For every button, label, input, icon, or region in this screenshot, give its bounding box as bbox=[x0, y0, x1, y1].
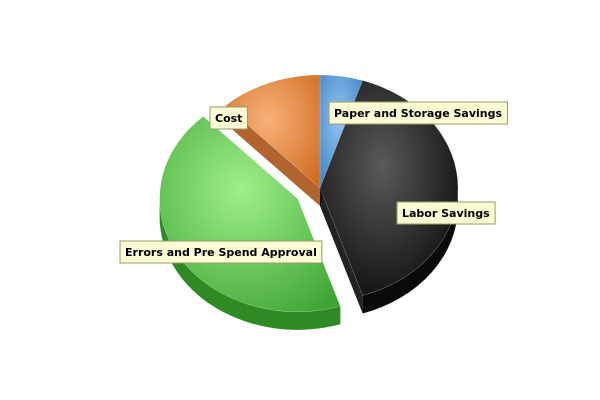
slice-paper-storage-label-text: Paper and Storage Savings bbox=[334, 107, 502, 120]
slice-cost-label: Cost bbox=[209, 106, 248, 130]
slice-labor[interactable] bbox=[319, 80, 459, 296]
slice-errors-label-text: Errors and Pre Spend Approval bbox=[125, 246, 317, 259]
slice-labor-side bbox=[362, 188, 458, 314]
slice-errors-label-box bbox=[119, 240, 323, 264]
slice-paper-storage-label-box bbox=[328, 101, 508, 125]
slice-labor-label-text: Labor Savings bbox=[402, 207, 490, 220]
slice-labor-label: Labor Savings bbox=[396, 201, 496, 225]
slice-paper-storage-label: Paper and Storage Savings bbox=[328, 101, 508, 125]
slice-cost[interactable] bbox=[225, 74, 321, 189]
slice-cost-label-text: Cost bbox=[215, 112, 242, 125]
slice-errors-side bbox=[159, 198, 341, 330]
slice-errors-label: Errors and Pre Spend Approval bbox=[119, 240, 323, 264]
slice-cost-label-box bbox=[209, 106, 248, 130]
slice-labor-label-box bbox=[396, 201, 496, 225]
slice-cost-wall bbox=[225, 75, 320, 206]
